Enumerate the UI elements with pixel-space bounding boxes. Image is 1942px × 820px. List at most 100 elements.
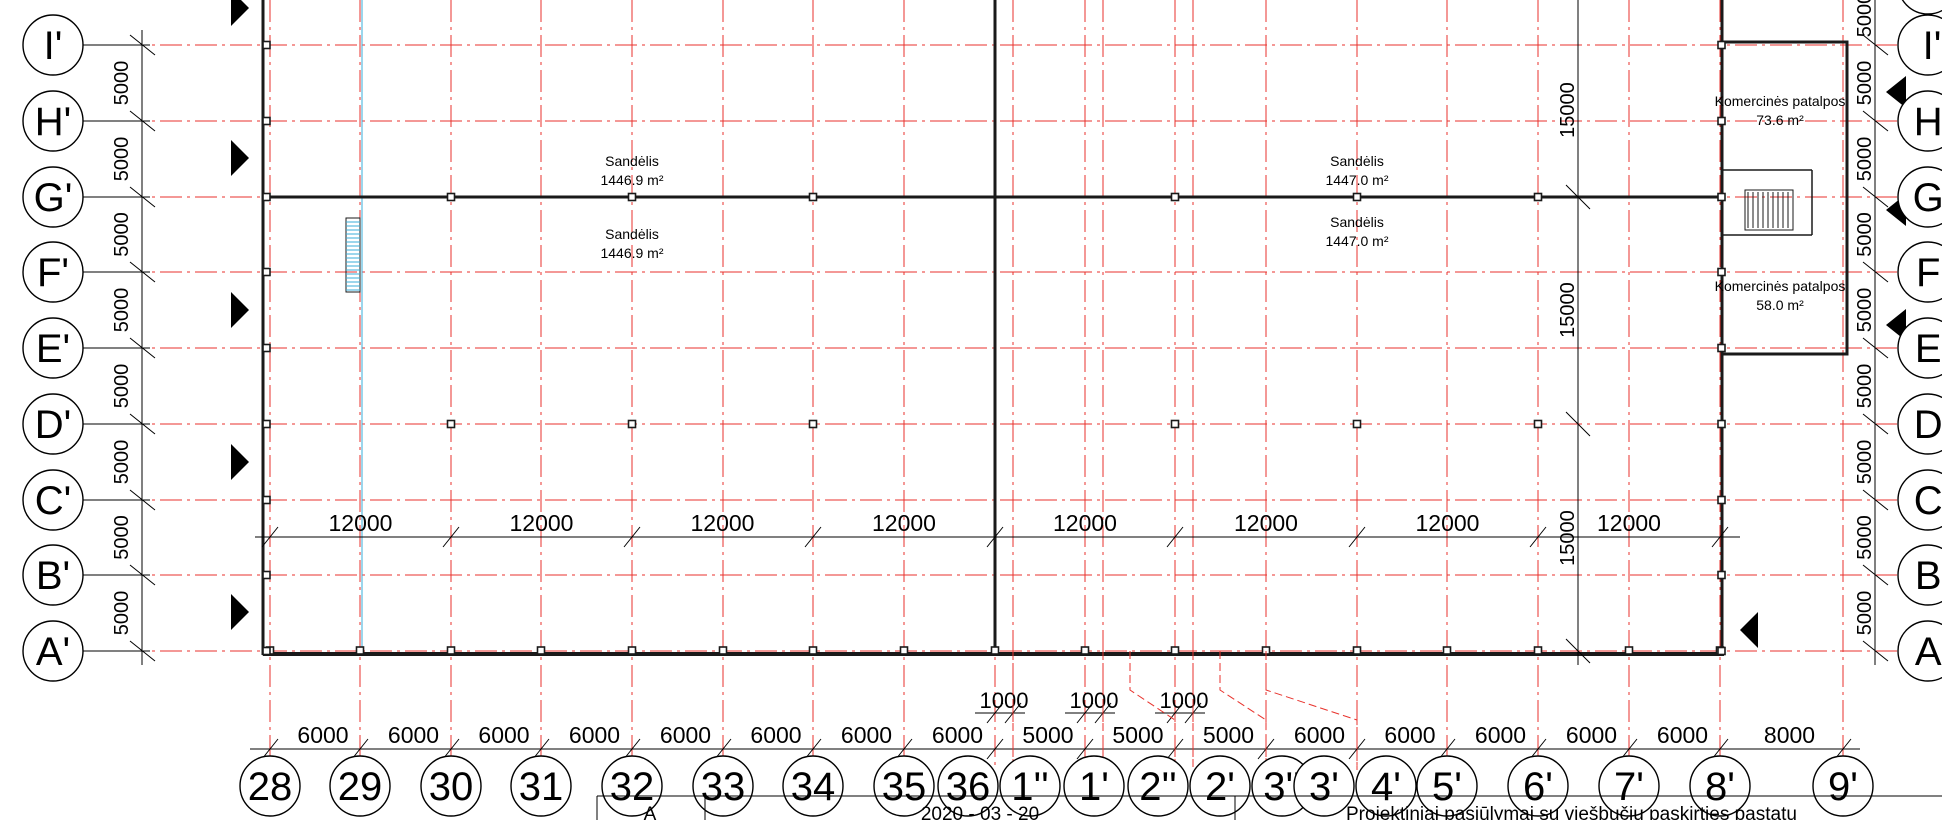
column-marker (1717, 267, 1726, 277)
dimension-tick (442, 526, 460, 548)
section-arrow (231, 140, 249, 176)
grid-label-row: H' (35, 100, 72, 144)
column-marker (446, 192, 456, 202)
row-spacing-dimension: 5000 (1854, 288, 1876, 333)
row-spacing-dimension: 5000 (1854, 364, 1876, 409)
grid-label-row: F' (1916, 251, 1942, 295)
dimension-tick (532, 738, 550, 760)
grid-label-column: 35 (882, 765, 927, 809)
grid-bubble-column (692, 755, 754, 817)
row-spacing-dimension: 5000 (111, 61, 133, 106)
title-block-date: 2020 - 03 - 20 (921, 804, 1039, 820)
dimension-tick (1862, 261, 1889, 283)
grid-label-row: E' (36, 327, 70, 371)
dimension-lines: 5000 5000 5000 5000 5000 5000 5000 5000 5000 5000… (111, 0, 1889, 770)
grid-bubble-column (239, 755, 301, 817)
dimension-tick (986, 738, 1004, 760)
leader-line (1265, 651, 1358, 770)
dimension-tick (1529, 738, 1547, 760)
vertical-dimension: 15000 (1557, 282, 1579, 338)
dimension-tick (1565, 184, 1591, 210)
grid-label-row: B' (1915, 554, 1942, 598)
span-dimension: 12000 (329, 510, 393, 536)
grid-bubble-row (1897, 544, 1942, 606)
dimension-tick (1620, 738, 1638, 760)
column-marker (262, 646, 271, 656)
dimension-tick (1862, 186, 1889, 208)
column-marker (446, 646, 456, 655)
column-marker (1442, 646, 1452, 655)
room-name: Sandėlis (605, 226, 659, 242)
dimension-tick (804, 526, 822, 548)
row-spacing-dimension: 5000 (111, 364, 133, 409)
building-outline (231, 0, 1906, 656)
room-labels: Sandėlis 1446.9 m² Sandėlis 1446.9 m² Sandėl… (600, 93, 1845, 313)
grid-label-column: 28 (248, 765, 293, 809)
row-spacing-dimension: 5000 (1854, 137, 1876, 182)
column-marker (1624, 646, 1634, 655)
dimension-tick (1862, 110, 1889, 132)
ramp (345, 217, 361, 293)
grid-label-column: 5' (1432, 765, 1462, 809)
dimension-tick (442, 738, 460, 760)
room-area: 1446.9 m² (600, 245, 663, 261)
grid-bubble-row (1897, 90, 1942, 152)
grid-label-column: 34 (791, 765, 836, 809)
small-dimension: 1000 (980, 688, 1029, 713)
column-marker (262, 116, 271, 126)
grid-label-row: H' (1914, 100, 1942, 144)
span-dimension: 12000 (1416, 510, 1480, 536)
grid-label-row: C' (1914, 479, 1942, 523)
title-block: A 2020 - 03 - 20 Projektiniai pasiūlymai s… (596, 795, 1942, 820)
room-name: Sandėlis (1330, 153, 1384, 169)
grid-label-column: 32 (610, 765, 655, 809)
dimension-tick (261, 526, 279, 548)
dimension-tick (1711, 526, 1729, 548)
row-spacing-dimension: 5000 (1854, 212, 1876, 257)
grid-label-column: 6' (1523, 765, 1553, 809)
section-arrow (231, 292, 249, 328)
grid-bubble-column (1416, 755, 1478, 817)
grid-label-row: C' (35, 479, 72, 523)
column-marker (536, 646, 546, 655)
section-arrow (231, 594, 249, 630)
grid-label-row: I' (1923, 24, 1942, 68)
room-area: 73.6 m² (1756, 112, 1804, 128)
grid-label-column: 4' (1371, 765, 1401, 809)
dimension-tick (1529, 526, 1547, 548)
column-marker (808, 419, 818, 429)
column-marker (1533, 646, 1543, 655)
row-spacing-dimension: 5000 (1854, 440, 1876, 485)
title-block-project: Projektiniai pasiūlymai su viešbučių pas… (1346, 804, 1797, 820)
column-marker (1717, 343, 1726, 353)
grid-label-column: 33 (701, 765, 746, 809)
dimension-tick (1862, 413, 1889, 435)
room-area: 1447.0 m² (1325, 172, 1388, 188)
grid-bubbles: I' I' H' H' G' G' F' F' E' E' D' D' C' C' B' B' A' A' 28 29… (22, 0, 1942, 817)
dimension-tick (623, 738, 641, 760)
span-dimension: 12000 (1234, 510, 1298, 536)
bottom-dimension: 6000 (1657, 722, 1708, 748)
grid-label-column: 8' (1705, 765, 1735, 809)
grid-bubble-column (601, 755, 663, 817)
column-marker (262, 343, 271, 353)
section-arrow (231, 444, 249, 480)
dimension-tick (351, 738, 369, 760)
bottom-dimension: 6000 (1475, 722, 1526, 748)
section-arrow (1886, 76, 1906, 108)
grid-label-column: 30 (429, 765, 474, 809)
column-marker (262, 267, 271, 277)
room-area: 1446.9 m² (600, 172, 663, 188)
grid-bubble-column (1127, 755, 1189, 817)
dimension-tick (986, 702, 1004, 724)
column-marker (627, 646, 637, 655)
column-marker (1717, 495, 1726, 505)
column-marker (1533, 192, 1543, 202)
column-marker (1533, 419, 1543, 429)
grid-label-row: F' (37, 251, 69, 295)
column-marker (990, 646, 1000, 655)
leader-line (1129, 651, 1176, 770)
bottom-dimension: 5000 (1022, 722, 1073, 748)
grid-label-column: 36 (946, 765, 991, 809)
column-marker (627, 419, 637, 429)
